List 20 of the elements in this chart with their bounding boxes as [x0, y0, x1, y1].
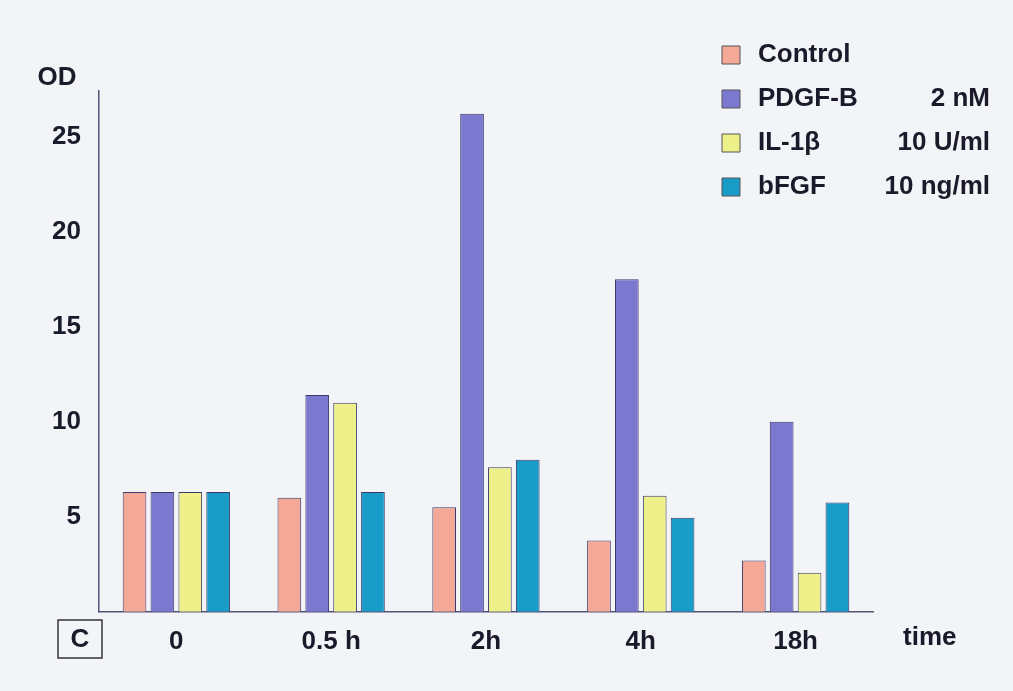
y-axis-title: OD: [37, 61, 77, 92]
legend-label: bFGF: [758, 170, 826, 201]
text: 2 nM: [930, 82, 990, 113]
y-tick-label: 25: [52, 119, 81, 150]
x-tick-label: 4h: [625, 624, 656, 655]
x-tick-label: 0: [169, 624, 184, 655]
legend-label: IL-1β: [758, 126, 821, 157]
y-tick-label: 5: [66, 499, 81, 530]
x-axis-title: time: [903, 621, 957, 652]
text: 10 ng/ml: [884, 170, 990, 201]
x-tick-label: 18h: [773, 624, 818, 655]
x-tick-label: 0.5 h: [301, 624, 361, 655]
text: C: [70, 623, 90, 654]
legend-label: Control: [758, 38, 851, 69]
y-tick-label: 10: [52, 404, 81, 435]
x-tick-label: 2h: [470, 624, 502, 655]
text: 10 U/ml: [897, 126, 990, 157]
y-tick-label: 15: [52, 309, 81, 340]
legend-label: PDGF-B: [758, 82, 858, 113]
y-tick-label: 20: [52, 214, 81, 245]
